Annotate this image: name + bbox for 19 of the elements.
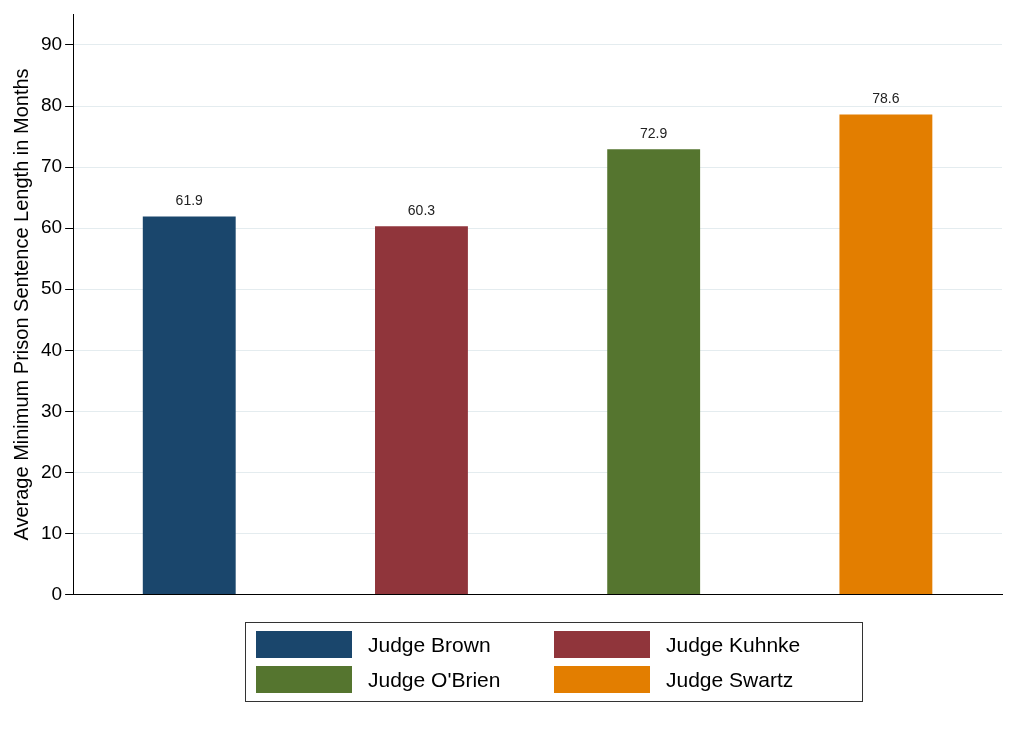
data-label: 72.9 xyxy=(640,125,668,142)
y-tick-label: 50 xyxy=(40,277,63,299)
y-axis-title: Average Minimum Prison Sentence Length in Months xyxy=(9,68,32,541)
y-tick-label: 20 xyxy=(40,460,63,482)
y-tick-label: 30 xyxy=(40,399,63,421)
legend-label: Judge Kuhnke xyxy=(666,632,801,657)
legend-label: Judge Brown xyxy=(368,632,491,657)
y-tick-label: 80 xyxy=(40,94,63,116)
legend-label: Judge Swartz xyxy=(666,667,794,692)
y-tick-label: 90 xyxy=(40,33,63,55)
y-tick-label: 40 xyxy=(40,338,63,360)
data-label: 61.9 xyxy=(175,192,204,209)
y-tick-label: 0 xyxy=(51,582,63,604)
data-label: 78.6 xyxy=(872,90,900,107)
y-tick-label: 70 xyxy=(40,155,63,177)
legend-label: Judge O'Brien xyxy=(368,667,501,692)
y-tick-label: 60 xyxy=(40,216,63,238)
data-label: 60.3 xyxy=(407,202,436,219)
y-tick-label: 10 xyxy=(40,521,63,543)
